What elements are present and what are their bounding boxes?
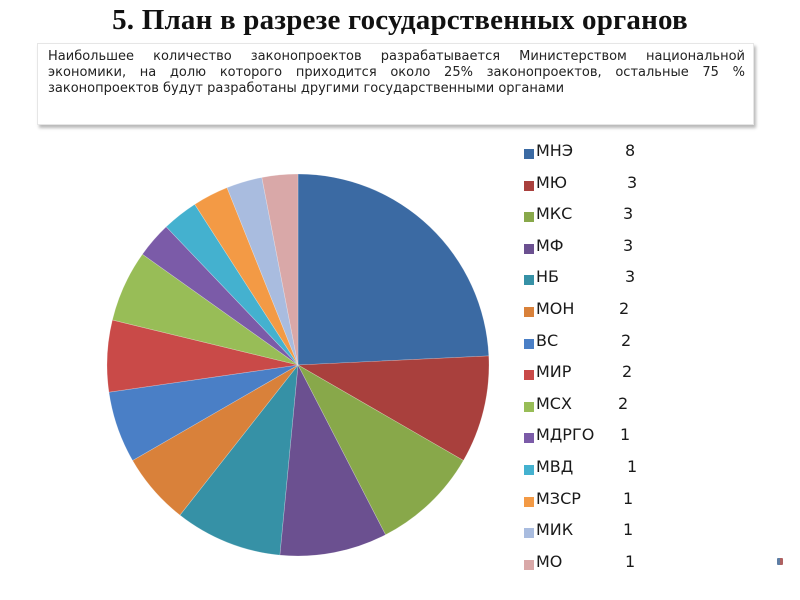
legend-label: МЮ xyxy=(536,172,568,192)
legend-label: МИК xyxy=(536,520,574,540)
legend-value: 3 xyxy=(627,172,638,192)
legend-swatch-icon xyxy=(524,275,534,286)
legend-label: МФ xyxy=(536,235,564,255)
legend-label: МОН xyxy=(536,298,575,318)
pie-slice-МЗСР xyxy=(194,187,299,366)
legend-value: 3 xyxy=(623,204,634,224)
legend-value: 2 xyxy=(621,330,632,350)
pie-slice-МДРГО xyxy=(142,226,299,366)
legend-item: МИР 2 xyxy=(521,362,681,394)
pie-slice-МВД xyxy=(165,203,299,366)
legend-value: 2 xyxy=(622,362,633,382)
legend-value: 1 xyxy=(620,425,631,445)
pie-slice-МФ xyxy=(279,363,386,557)
legend-label: МЗСР xyxy=(536,488,581,508)
slide-corner-icon xyxy=(777,558,783,565)
pie-slice-МСХ xyxy=(112,253,299,366)
pie-chart-svg xyxy=(106,173,490,557)
legend-item: МКС 3 xyxy=(521,204,681,236)
legend-item: МИК 1 xyxy=(521,520,681,552)
pie-slice-МНЭ xyxy=(297,173,490,366)
pie-slice-МЮ xyxy=(296,355,490,461)
legend-item: ВС 2 xyxy=(521,331,681,363)
summary-text: Наибольшее количество законопроектов раз… xyxy=(48,49,745,96)
legend-item: МВД 1 xyxy=(521,457,681,489)
pie-slice-МИК xyxy=(226,177,299,366)
pie-slice-МО xyxy=(261,173,299,366)
legend-value: 1 xyxy=(623,488,634,508)
legend-label: МСХ xyxy=(536,393,572,413)
legend-item: МСХ 2 xyxy=(521,394,681,426)
legend-label: МО xyxy=(536,551,563,571)
legend-value: 2 xyxy=(619,298,630,318)
legend-item: МДРГО 1 xyxy=(521,425,681,457)
chart-legend: МНЭ 8 МЮ 3 МКС 3 МФ 3 НБ 3 МОН 2 ВС 2 МИР 2 МСХ 2 МДРГО 1 МВ… xyxy=(521,141,681,583)
legend-item: МЮ 3 xyxy=(521,173,681,205)
legend-swatch-icon xyxy=(524,464,534,475)
legend-swatch-icon xyxy=(524,528,534,539)
legend-item: МЗСР 1 xyxy=(521,489,681,521)
legend-swatch-icon xyxy=(524,433,534,444)
legend-value: 1 xyxy=(625,551,636,571)
chart-title: 5. План в разрезе государственных органо… xyxy=(112,4,688,36)
legend-value: 1 xyxy=(627,456,638,476)
legend-item: МНЭ 8 xyxy=(521,141,681,173)
legend-item: МФ 3 xyxy=(521,236,681,268)
legend-label: МИР xyxy=(536,362,572,382)
legend-value: 8 xyxy=(625,141,636,160)
legend-swatch-icon xyxy=(524,212,534,223)
legend-swatch-icon xyxy=(524,306,534,317)
legend-swatch-icon xyxy=(524,401,534,412)
pie-slice-НБ xyxy=(179,364,299,556)
pie-slice-МКС xyxy=(297,364,464,536)
legend-swatch-icon xyxy=(524,496,534,507)
summary-text-box: Наибольшее количество законопроектов раз… xyxy=(37,43,754,125)
legend-swatch-icon xyxy=(524,559,534,570)
legend-item: НБ 3 xyxy=(521,267,681,299)
legend-swatch-icon xyxy=(524,243,534,254)
legend-value: 1 xyxy=(623,520,634,540)
legend-swatch-icon xyxy=(524,370,534,381)
legend-value: 2 xyxy=(618,393,629,413)
legend-swatch-icon xyxy=(524,180,534,191)
legend-item: МОН 2 xyxy=(521,299,681,331)
legend-value: 3 xyxy=(625,267,636,287)
legend-item: МО 1 xyxy=(521,552,681,584)
legend-swatch-icon xyxy=(524,338,534,349)
legend-label: ВС xyxy=(536,330,559,350)
legend-label: МВД xyxy=(536,456,574,476)
pie-slice-МОН xyxy=(132,364,299,516)
pie-slice-МИР xyxy=(106,319,299,393)
legend-label: НБ xyxy=(536,267,560,287)
legend-swatch-icon xyxy=(524,149,534,159)
legend-label: МКС xyxy=(536,204,573,224)
legend-label: МНЭ xyxy=(536,141,574,160)
legend-label: МДРГО xyxy=(536,425,595,445)
pie-chart xyxy=(106,173,490,557)
legend-value: 3 xyxy=(623,235,634,255)
pie-slice-ВС xyxy=(108,364,299,461)
